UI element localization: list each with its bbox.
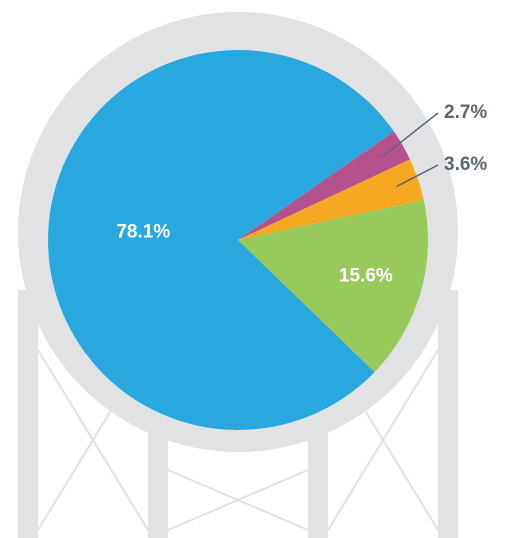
slice-label: 2.7% xyxy=(444,102,487,123)
slice-label: 78.1% xyxy=(116,221,170,242)
page: {"chart_data": {"type": "pie", "values":… xyxy=(0,0,526,538)
slice-label: 15.6% xyxy=(339,265,393,286)
slice-label: 3.6% xyxy=(444,154,487,175)
chart: 78.1% 15.6% 2.7% 3.6% xyxy=(0,0,526,538)
